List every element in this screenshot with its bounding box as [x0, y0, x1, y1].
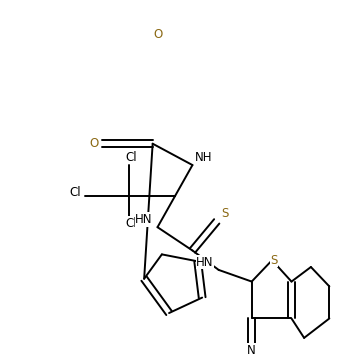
Text: N: N: [247, 344, 256, 356]
Text: HN: HN: [196, 256, 214, 269]
Text: HN: HN: [135, 213, 153, 226]
Text: Cl: Cl: [69, 186, 81, 199]
Text: Cl: Cl: [126, 151, 137, 164]
Text: O: O: [153, 28, 163, 41]
Text: NH: NH: [195, 151, 213, 164]
Text: S: S: [270, 254, 278, 267]
Text: Cl: Cl: [126, 217, 137, 230]
Text: O: O: [90, 137, 99, 150]
Text: S: S: [221, 207, 228, 220]
